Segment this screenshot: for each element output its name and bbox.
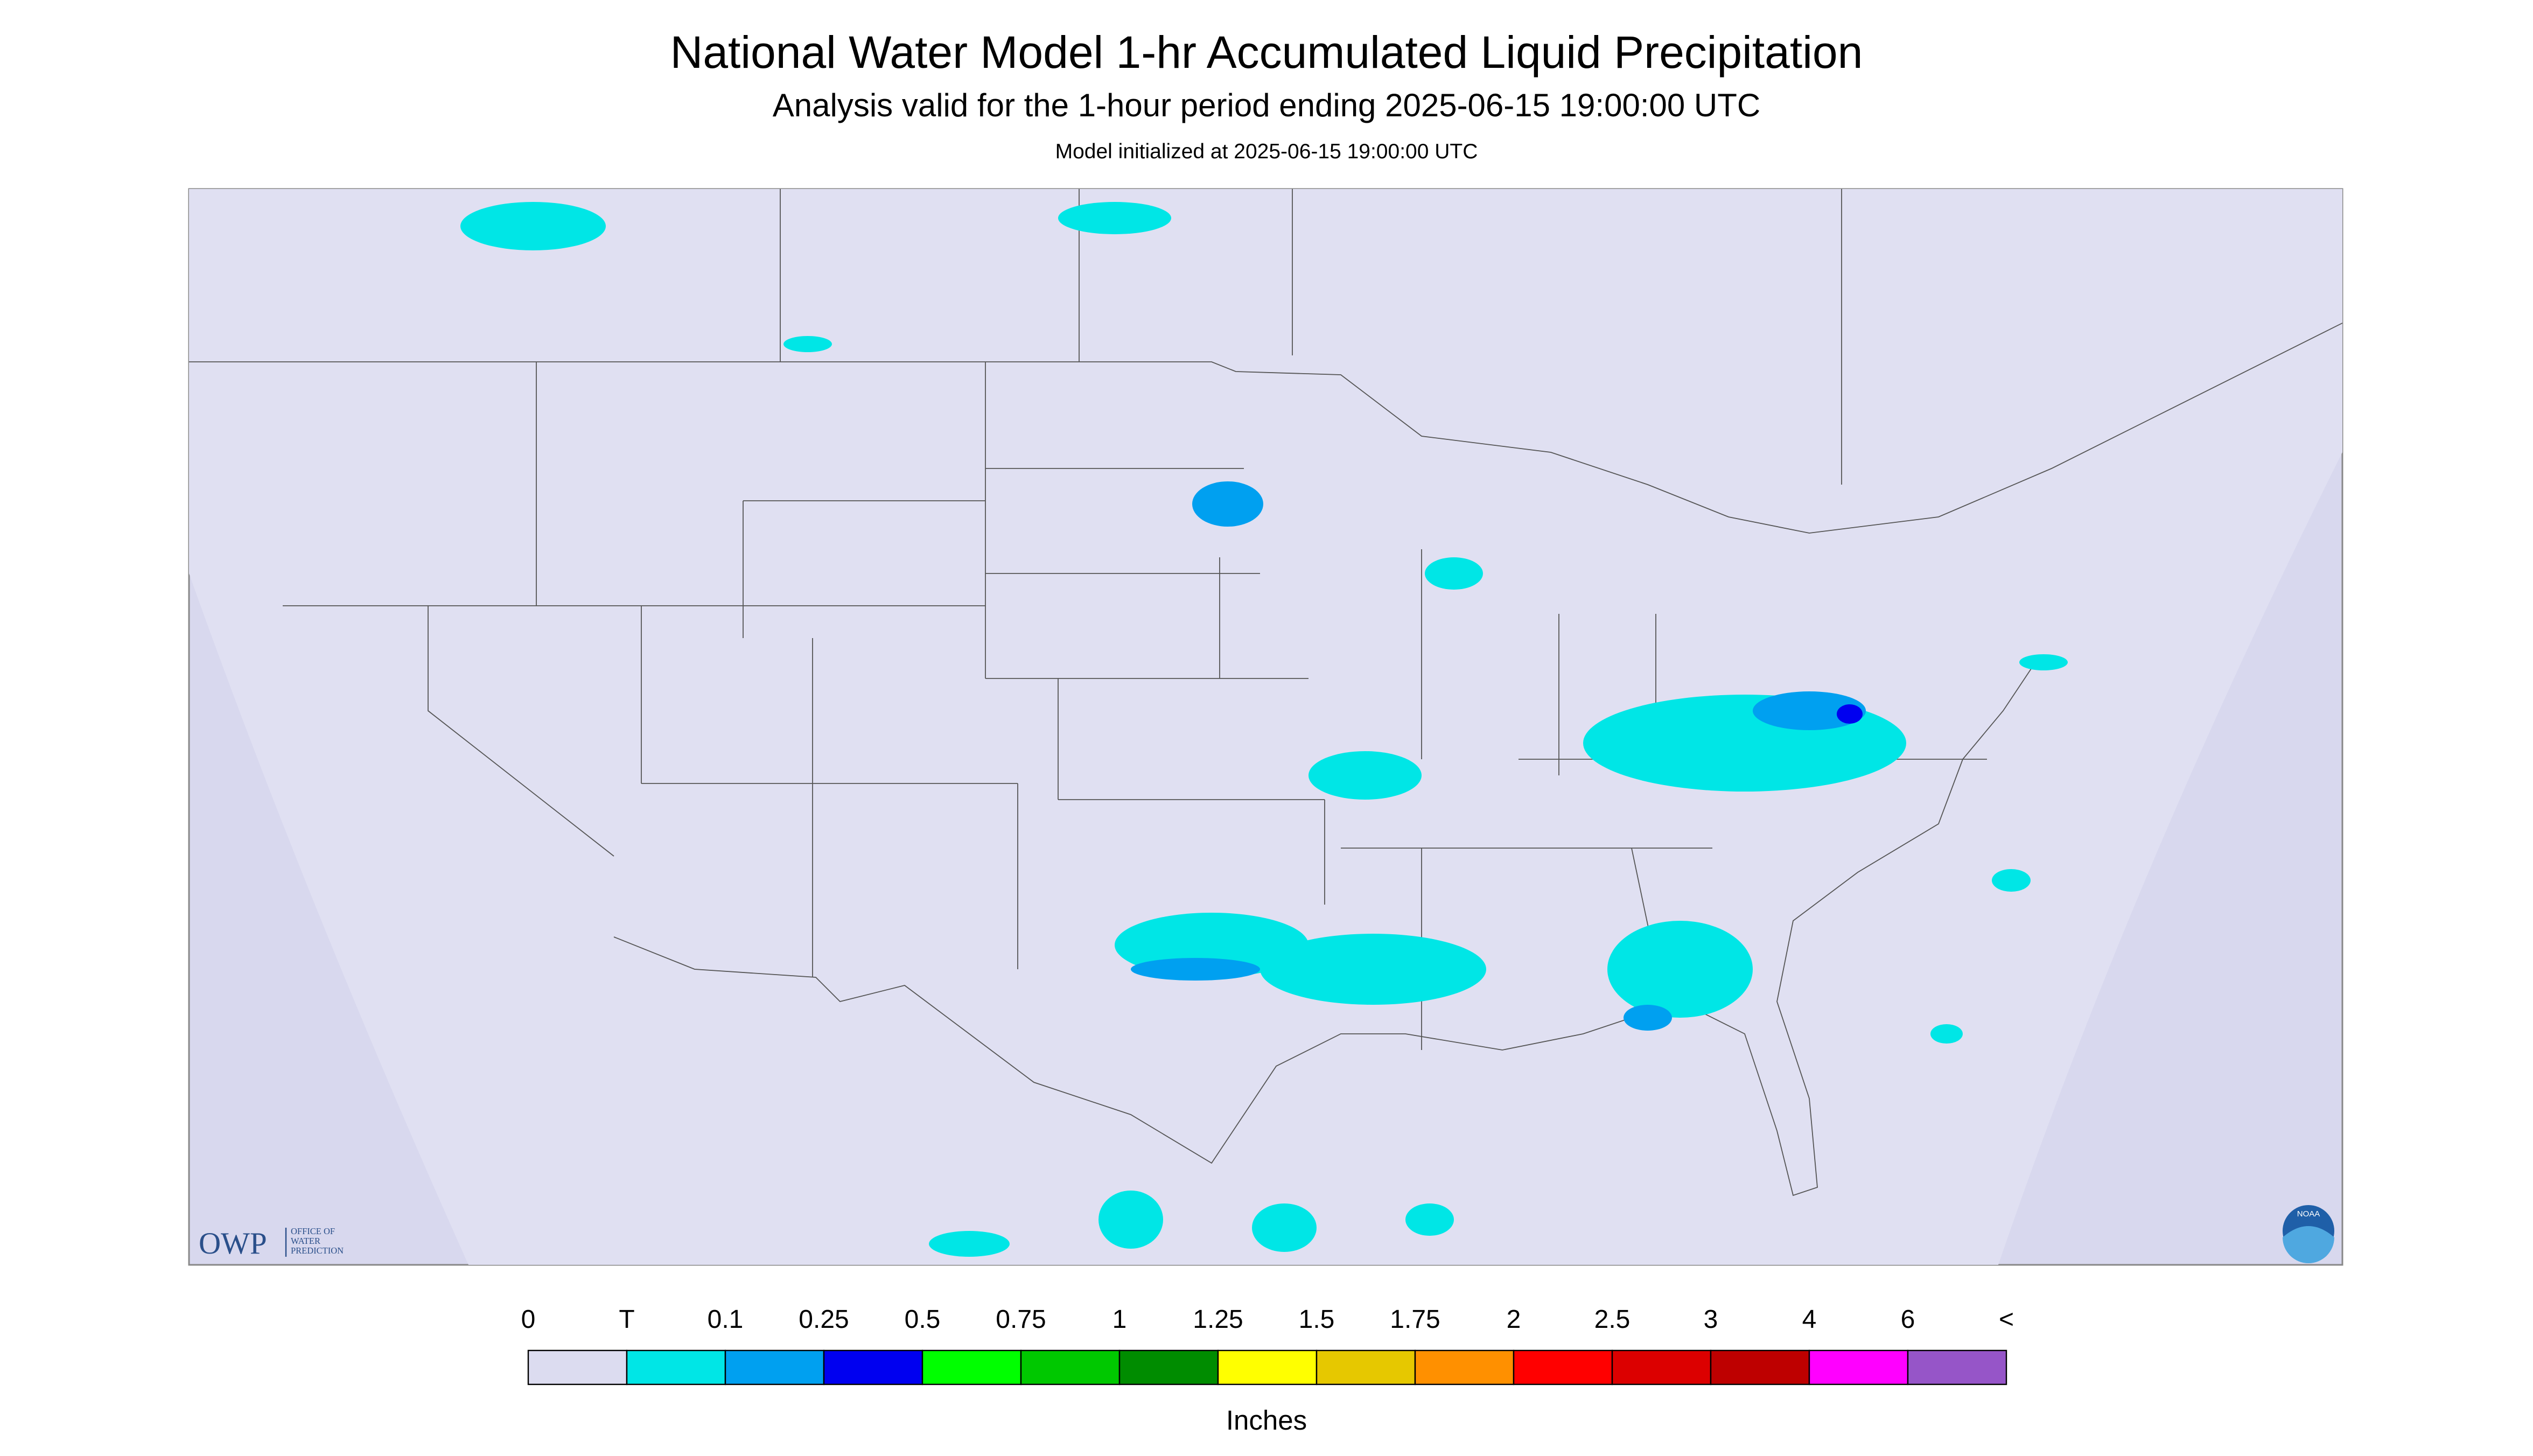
title: National Water Model 1-hr Accumulated Li… [670,27,1863,78]
legend-label: < [1999,1305,2014,1334]
legend-swatch [626,1349,726,1385]
legend-label: 6 [1901,1305,1915,1334]
legend-label: 1 [1112,1305,1127,1334]
legend-label: 2.5 [1594,1305,1631,1334]
owp-logo-line: PREDICTION [291,1245,344,1256]
owp-logo-text: OWP [199,1227,267,1261]
legend-swatch [1020,1349,1121,1385]
legend-swatch [1118,1349,1219,1385]
map: OWP OFFICE OF WATER PREDICTION NOAA [188,188,2343,1266]
subtitle: Analysis valid for the 1-hour period end… [773,87,1760,123]
legend-swatch [1710,1349,1810,1385]
legend-label: 1.25 [1193,1305,1243,1334]
projection-domain [189,189,2342,1265]
init-time: Model initialized at 2025-06-15 19:00:00… [1055,140,1478,163]
legend-label: 0 [521,1305,536,1334]
legend-swatch [823,1349,923,1385]
legend-label: 0.25 [799,1305,849,1334]
precipitation [460,202,2068,1257]
legend-swatch [921,1349,1022,1385]
legend-unit: Inches [1226,1405,1307,1436]
borders [189,189,2343,1196]
color-legend: 0 T 0.1 0.25 0.5 0.75 1 1.25 1.5 1.75 2 2.5 3 4 6 < [521,1305,2014,1385]
owp-logo: OWP OFFICE OF WATER PREDICTION [199,1226,344,1261]
legend-label: 0.5 [905,1305,941,1334]
legend-swatch [724,1349,825,1385]
legend-swatch [1414,1349,1515,1385]
legend-swatch [1217,1349,1318,1385]
noaa-logo: NOAA [2283,1205,2334,1264]
legend-label: 3 [1704,1305,1718,1334]
legend-label: 0.1 [708,1305,744,1334]
legend-label: 1.75 [1390,1305,1440,1334]
legend-swatch [527,1349,628,1385]
legend-swatch [1907,1349,2007,1385]
owp-logo-line: OFFICE OF [291,1226,335,1236]
legend-label: 2 [1507,1305,1521,1334]
legend-label: 1.5 [1299,1305,1335,1334]
legend-label: 0.75 [996,1305,1046,1334]
legend-swatch [1611,1349,1712,1385]
legend-swatch [1316,1349,1416,1385]
noaa-logo-text: NOAA [2297,1209,2320,1219]
legend-swatch [1513,1349,1613,1385]
legend-swatch [1808,1349,1909,1385]
owp-logo-line: WATER [291,1236,320,1246]
legend-label: T [619,1305,634,1334]
legend-label: 4 [1802,1305,1817,1334]
